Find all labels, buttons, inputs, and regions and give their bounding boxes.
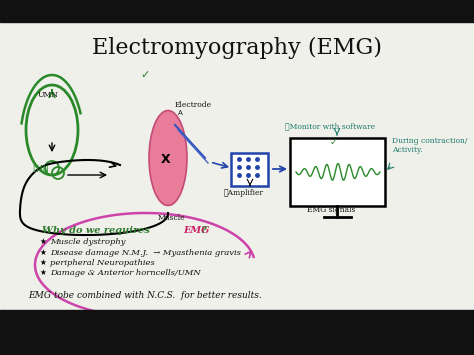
Text: ✓: ✓ [330,137,338,147]
Text: peripheral Neuropathies: peripheral Neuropathies [50,259,155,267]
Text: EMG signals: EMG signals [307,206,356,214]
Text: Muscle dystrophy: Muscle dystrophy [50,238,126,246]
Bar [0,0,474,22]
Ellipse shape [149,110,187,206]
Text: ★: ★ [40,268,47,277]
Text: UMN: UMN [38,91,59,99]
Text: Disease damage N.M.J.  → Myasthenia gravis: Disease damage N.M.J. → Myasthenia gravi… [50,249,241,257]
Text: ★: ★ [40,237,47,246]
Text: ★: ★ [40,248,47,257]
Text: ?: ? [201,226,207,235]
Text: Electrode: Electrode [175,101,212,109]
Text: EMG: EMG [183,226,210,235]
Text: ★: ★ [40,258,47,267]
Text: ✓Monitor with software: ✓Monitor with software [285,122,375,130]
FancyBboxPatch shape [231,153,268,186]
Text: ✓: ✓ [140,70,149,80]
Text: Muscle: Muscle [158,214,186,222]
Text: X: X [161,153,171,166]
Bar [290,138,385,206]
Text: A: A [178,110,183,116]
Text: ✓Amplifier: ✓Amplifier [224,189,264,197]
Text: Electromyography (EMG): Electromyography (EMG) [92,37,382,59]
Text: Damage & Anterior horncells/UMN: Damage & Anterior horncells/UMN [50,269,201,277]
Text: Why do we requires: Why do we requires [42,226,150,235]
Text: EMG tobe combined with N.C.S.  for better results.: EMG tobe combined with N.C.S. for better… [28,291,262,300]
Text: LMN: LMN [32,165,49,174]
Bar [0,310,474,355]
Text: During contraction/
Activity.: During contraction/ Activity. [392,137,467,154]
